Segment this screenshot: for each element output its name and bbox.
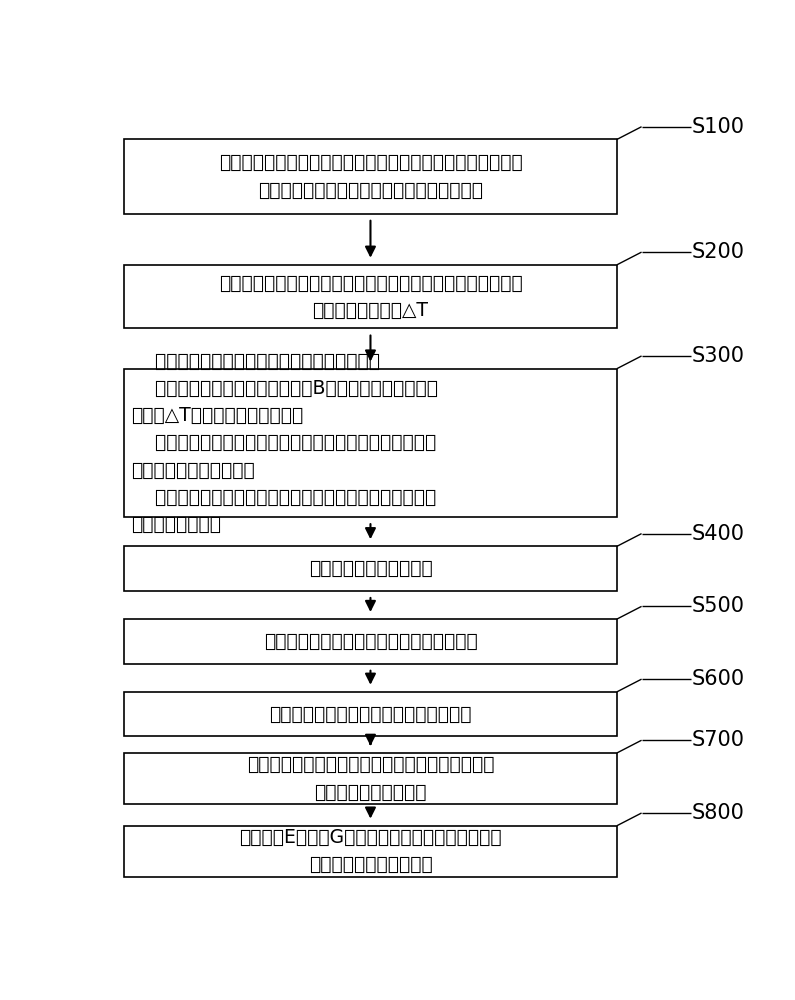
Bar [124, 753, 617, 804]
Text: 对动力电池单体进行温度膨胀仿真，获取动力电池单体达到目
标膨胀力时的温升△T: 对动力电池单体进行温度膨胀仿真，获取动力电池单体达到目 标膨胀力时的温升△T [219, 273, 522, 320]
Text: 重新定义有限元模型中零件的弹塑性属性: 重新定义有限元模型中零件的弹塑性属性 [270, 705, 471, 724]
Text: 建立动力电池模组中各结构的有限元模型，按照实际装配关系
进行装配，并定义有限元模型中各零件的材料: 建立动力电池模组中各结构的有限元模型，按照实际装配关系 进行装配，并定义有限元模… [219, 153, 522, 200]
Bar [124, 546, 617, 591]
Text: S500: S500 [692, 596, 745, 616]
Text: 求解有限元模型，计算结构静强度安全系数: 求解有限元模型，计算结构静强度安全系数 [264, 632, 477, 651]
Bar [124, 265, 617, 328]
Bar [124, 369, 617, 517]
Text: S800: S800 [692, 803, 745, 823]
Text: S300: S300 [692, 346, 745, 366]
Text: S700: S700 [692, 730, 745, 750]
Text: 施加有限元模型边界条件: 施加有限元模型边界条件 [308, 559, 432, 578]
Text: 进行弹塑性有限元分析，计算结果至少包括应力结
果及塑性应变计算结果: 进行弹塑性有限元分析，计算结果至少包括应力结 果及塑性应变计算结果 [246, 755, 494, 802]
Text: S600: S600 [692, 669, 745, 689]
Text: S200: S200 [692, 242, 745, 262]
Bar [124, 826, 617, 877]
Text: S400: S400 [692, 524, 745, 544]
Text: 根据步骤E和步骤G的计算结果判断动力电池模组各
位置的结构强度是否合格: 根据步骤E和步骤G的计算结果判断动力电池模组各 位置的结构强度是否合格 [239, 828, 502, 874]
Text: 施加有限元模型载荷，有限元模型载荷包括：
    单体内部的膨胀载荷，通过步骤B的单独仿真获取，并通
过温升△T的形式施加在模型中；
    螺栓预紧力，由螺栓: 施加有限元模型载荷，有限元模型载荷包括： 单体内部的膨胀载荷，通过步骤B的单独仿… [131, 352, 438, 534]
Bar [124, 692, 617, 736]
Bar [124, 139, 617, 214]
Text: S100: S100 [692, 117, 745, 137]
Bar [124, 619, 617, 664]
